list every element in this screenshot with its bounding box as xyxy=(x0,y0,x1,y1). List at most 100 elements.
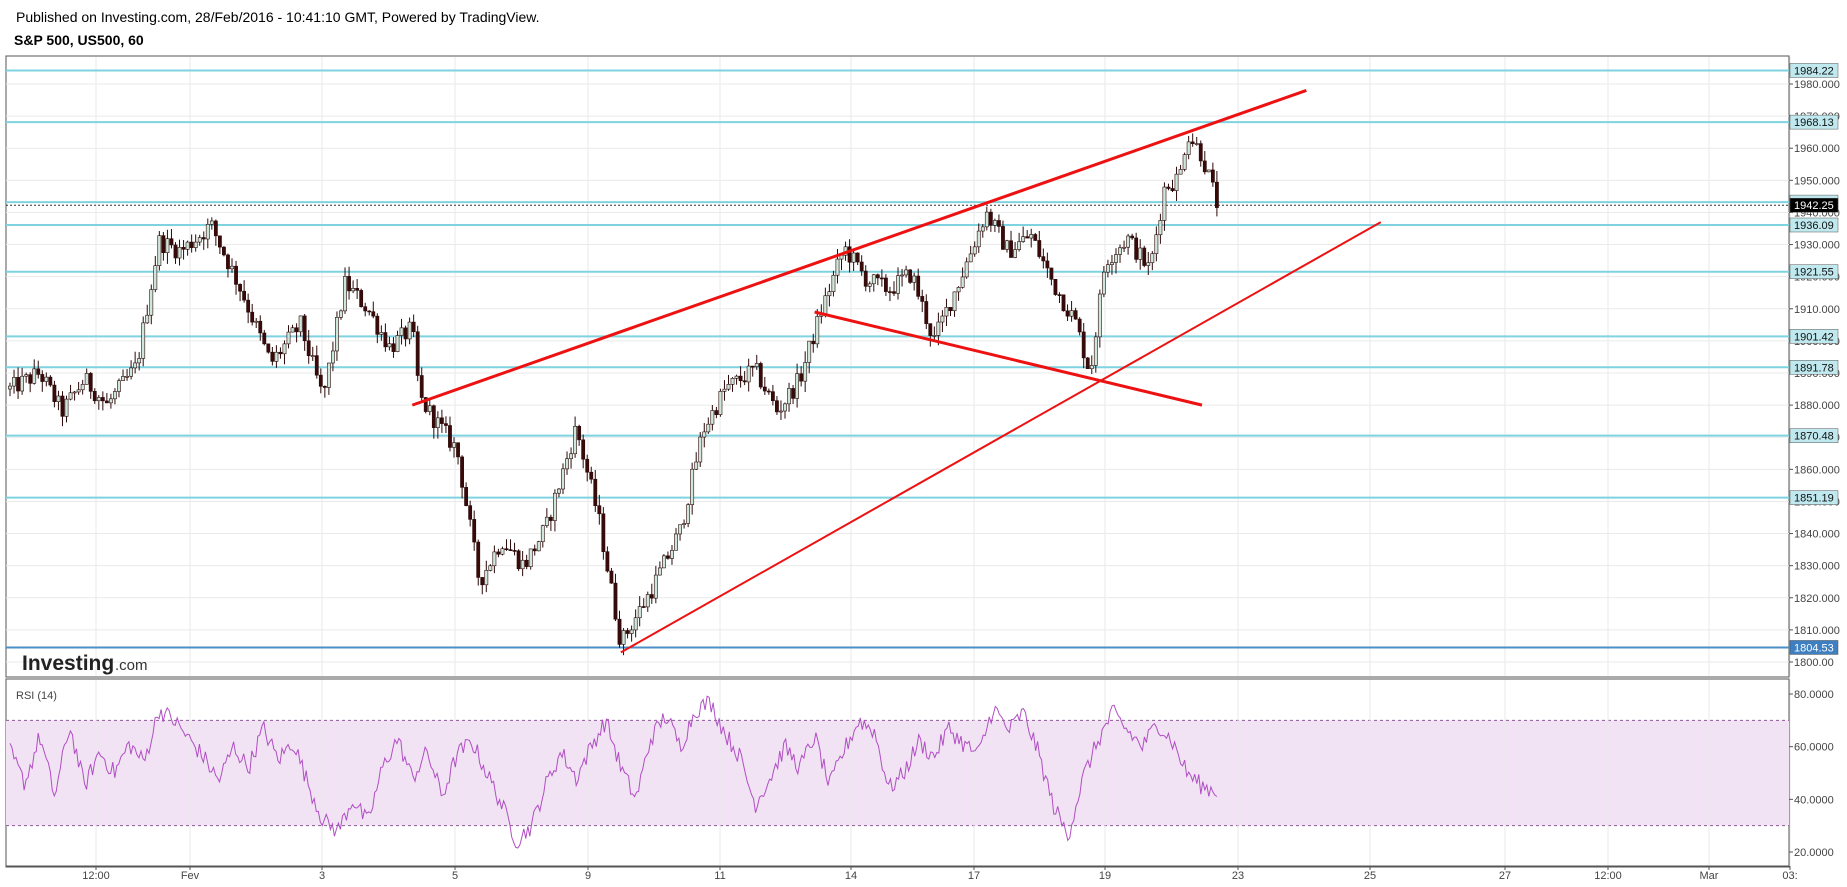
candle-up xyxy=(427,405,432,412)
level-label-bg xyxy=(1789,490,1839,505)
support-label: 1804.53 xyxy=(1794,642,1834,654)
candle-up xyxy=(1154,234,1159,254)
candle-down xyxy=(738,375,743,382)
time-tick-label: 25 xyxy=(1364,870,1376,882)
candle-up xyxy=(24,374,29,377)
level-label-bg xyxy=(1789,428,1839,443)
published-caption: Published on Investing.com, 28/Feb/2016 … xyxy=(16,9,540,25)
rsi-tick-label: 20.0000 xyxy=(1794,847,1834,859)
candle-up xyxy=(964,261,969,278)
candle-down xyxy=(468,505,473,520)
candle-down xyxy=(189,241,194,248)
price-tick-label: 1980.000 xyxy=(1794,79,1840,91)
candle-down xyxy=(997,220,1001,227)
candle-up xyxy=(335,317,339,352)
price-tick-label: 1820.000 xyxy=(1794,593,1840,605)
candle-down xyxy=(322,386,327,388)
candle-up xyxy=(452,442,456,448)
candle-down xyxy=(270,351,275,362)
candle-down xyxy=(306,340,311,357)
logo-brand: Investing xyxy=(22,652,114,675)
candle-up xyxy=(157,235,162,266)
chart-header: Published on Investing.com, 28/Feb/2016 … xyxy=(0,0,1847,56)
candle-down xyxy=(476,541,481,578)
candle-up xyxy=(1150,253,1155,264)
candle-down xyxy=(577,426,582,441)
candle-up xyxy=(56,395,61,402)
candle-down xyxy=(916,275,921,297)
time-tick-label: 19 xyxy=(1099,870,1111,882)
candle-down xyxy=(811,340,816,345)
time-tick-label: 03: xyxy=(1782,870,1797,882)
candle-up xyxy=(900,274,904,277)
candle-up xyxy=(690,468,695,505)
candle-down xyxy=(928,323,933,336)
candle-down xyxy=(363,306,368,312)
candle-up xyxy=(992,220,997,226)
candle-up xyxy=(197,237,202,243)
price-grid xyxy=(6,57,1791,676)
candle-down xyxy=(524,559,529,567)
candle-down xyxy=(714,410,719,415)
candle-up xyxy=(904,269,908,276)
candle-up xyxy=(282,343,287,355)
candle-down xyxy=(60,395,65,417)
rsi-grid xyxy=(95,680,1791,866)
candle-up xyxy=(645,594,650,608)
candle-down xyxy=(314,355,319,376)
candle-up xyxy=(1089,365,1094,370)
time-tick-label: 11 xyxy=(714,870,725,882)
candle-up xyxy=(835,258,840,276)
candle-down xyxy=(617,618,622,645)
level-label: 1851.19 xyxy=(1794,493,1834,505)
candle-down xyxy=(1009,240,1013,258)
time-tick-label: 17 xyxy=(968,870,980,882)
candle-up xyxy=(68,392,73,400)
price-tick-label: 1810.000 xyxy=(1794,625,1840,637)
trendline-upper-channel xyxy=(411,89,1307,407)
candle-up xyxy=(488,565,493,571)
candle-up xyxy=(72,391,77,394)
price-tick-label: 1830.000 xyxy=(1794,561,1840,573)
candle-up xyxy=(867,283,872,287)
candle-down xyxy=(1085,357,1090,370)
time-tick-label: 14 xyxy=(845,870,857,882)
candle-up xyxy=(76,389,81,393)
level-label-bg xyxy=(1789,217,1839,233)
candle-up xyxy=(149,289,154,316)
candle-down xyxy=(504,548,509,550)
candle-up xyxy=(44,376,49,382)
candle-up xyxy=(980,226,985,232)
candle-up xyxy=(544,516,549,526)
time-tick-label: 12:00 xyxy=(1594,870,1622,882)
candle-down xyxy=(472,519,477,543)
candle-down xyxy=(403,327,408,340)
candle-up xyxy=(1206,169,1211,173)
candle-down xyxy=(460,456,464,488)
candle-down xyxy=(419,375,424,398)
candle-down xyxy=(593,478,598,507)
candle-down xyxy=(1210,169,1215,183)
candle-up xyxy=(528,548,533,567)
level-label: 1870.48 xyxy=(1794,431,1834,443)
candle-down xyxy=(948,307,953,312)
candle-up xyxy=(561,468,565,490)
candle-down xyxy=(266,343,271,353)
candle-down xyxy=(892,291,896,294)
candle-down xyxy=(258,320,263,334)
candle-up xyxy=(492,551,497,567)
candle-up xyxy=(657,567,662,576)
candle-up xyxy=(351,288,355,292)
candle-down xyxy=(294,327,299,333)
candle-down xyxy=(920,296,925,302)
candle-up xyxy=(326,362,331,388)
candle-up xyxy=(960,276,965,288)
candle-up xyxy=(286,331,291,345)
candle-up xyxy=(536,541,541,552)
candle-down xyxy=(222,246,226,256)
candle-down xyxy=(173,244,178,259)
candle-up xyxy=(540,525,545,542)
price-tick-label: 1840.000 xyxy=(1794,529,1840,541)
time-tick-label: 9 xyxy=(585,870,591,882)
rsi-title: RSI (14) xyxy=(16,690,57,702)
